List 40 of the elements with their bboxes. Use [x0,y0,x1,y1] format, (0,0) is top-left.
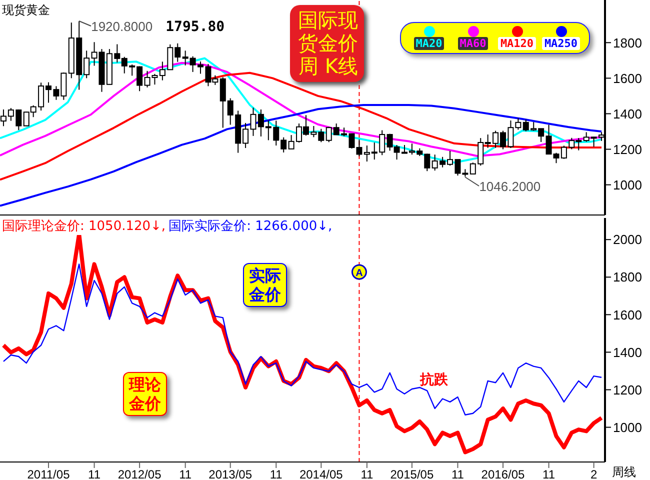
x-tick-label: 2013/05 [208,468,252,480]
x-tick-label: 11 [179,468,192,480]
y-tick-label: 1400 [613,344,642,360]
ref-line-label: A [356,268,363,279]
x-tick-label: 11 [88,468,101,480]
x-tick-label: 2011/05 [27,468,70,480]
x-tick-label: 11 [451,468,464,480]
x-tick-label: 2016/05 [481,468,526,480]
y-tick-label: 1600 [613,70,642,86]
legend-label: MA250 [542,37,580,50]
y-tick-label: 2000 [613,232,642,248]
text: 周线 [612,464,636,480]
annotation: 理论金价 [123,372,167,416]
annotation: 国际现货金价周 K线 [290,5,364,82]
x-tick-label: 11 [270,468,283,480]
y-tick-label: 1000 [613,420,642,435]
y-tick-label: 1800 [613,35,642,50]
annotation: 抗跌 [420,371,448,389]
annotation: 1795.80 [166,19,225,36]
y-tick-label: 1600 [613,307,642,322]
legend-label: MA60 [458,37,488,50]
y-tick-label: 1000 [613,177,642,192]
x-tick-label: 2 [590,468,598,480]
annotation: 1046.2000 [479,178,541,194]
y-tick-label: 1200 [613,142,642,157]
x-tick-label: 2015/05 [390,468,434,480]
annotation: 1920.8000 [91,19,153,34]
text: 国际实际金价: 1266.000↓, [168,219,332,234]
x-tick-label: 11 [542,468,556,480]
y-tick-label: 1400 [613,106,642,122]
y-tick-label: 1200 [613,382,642,398]
annotation: 实际金价 [243,263,287,307]
x-tick-label: 11 [360,468,374,480]
legend-label: MA20 [414,37,444,50]
x-tick-label: 2014/05 [299,468,344,480]
y-tick-label: 1800 [613,270,642,285]
series-label: 国际理论金价: 1050.120↓, [2,219,166,234]
legend-label: MA120 [498,37,536,50]
x-tick-label: 2012/05 [118,468,162,480]
chart-title: 现货黄金 [2,2,50,19]
